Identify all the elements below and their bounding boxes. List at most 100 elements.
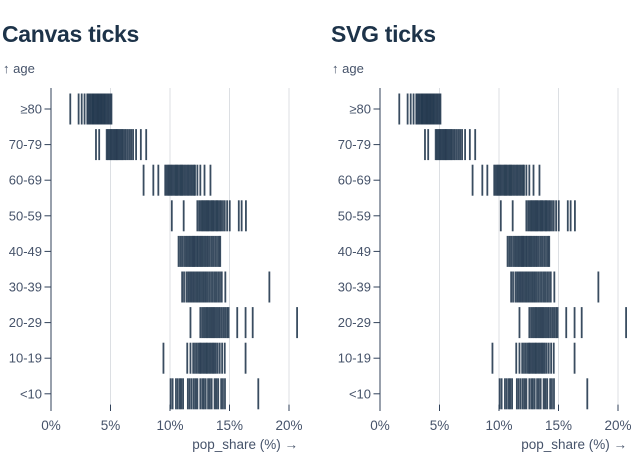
tick-mark (532, 342, 535, 374)
tick-mark (504, 164, 506, 196)
tick-row (169, 378, 260, 410)
tick-mark (108, 129, 111, 161)
tick-mark (112, 129, 115, 161)
tick-mark (98, 129, 101, 161)
tick-mark (421, 93, 424, 125)
tick-mark (519, 271, 522, 303)
tick-mark (459, 129, 462, 161)
tick-mark (109, 129, 112, 161)
tick-mark (183, 271, 185, 303)
tick-mark (221, 342, 224, 374)
tick-mark (197, 271, 200, 303)
tick-mark (122, 129, 124, 161)
tick-mark (551, 378, 553, 410)
tick-mark (125, 129, 127, 161)
tick-mark (536, 342, 539, 374)
tick-mark (213, 307, 215, 339)
tick-mark (510, 235, 513, 267)
tick-mark (207, 200, 209, 232)
tick-mark (432, 93, 435, 125)
tick-mark (208, 271, 211, 303)
tick-mark (218, 200, 221, 232)
tick-mark (170, 200, 173, 232)
tick-mark (526, 271, 529, 303)
tick-mark (537, 378, 540, 410)
tick-mark (536, 235, 538, 267)
tick-mark (236, 307, 239, 339)
tick-mark (534, 307, 537, 339)
tick-mark (522, 235, 524, 267)
tick-mark (549, 378, 552, 410)
x-tick-label: 0% (370, 418, 390, 433)
tick-mark (142, 164, 145, 196)
tick-mark (200, 342, 203, 374)
tick-mark (204, 235, 206, 267)
tick-mark (210, 200, 213, 232)
tick-mark (518, 342, 521, 374)
y-tick-label: ≥80 (349, 102, 371, 117)
tick-mark (110, 93, 113, 125)
tick-mark (212, 235, 215, 267)
tick-mark (296, 307, 298, 339)
tick-mark (446, 129, 449, 161)
y-tick-label: ≥80 (20, 102, 42, 117)
tick-mark (434, 93, 437, 125)
tick-mark (204, 342, 207, 374)
tick-mark (191, 271, 194, 303)
tick-mark (499, 200, 502, 232)
tick-mark (177, 235, 180, 267)
tick-mark (196, 271, 199, 303)
tick-mark (118, 129, 121, 161)
tick-mark (542, 342, 545, 374)
tick-mark (176, 164, 179, 196)
tick-mark (237, 200, 240, 232)
tick-mark (199, 164, 202, 196)
tick-mark (185, 271, 188, 303)
tick-mark (167, 164, 170, 196)
tick-mark (224, 307, 227, 339)
tick-mark (424, 129, 426, 161)
tick-mark (251, 307, 254, 339)
tick-mark (135, 129, 137, 161)
x-tick-label: 15% (545, 418, 572, 433)
tick-mark (419, 93, 422, 125)
tick-mark (445, 129, 447, 161)
tick-mark (97, 93, 100, 125)
tick-mark (213, 378, 216, 410)
tick-row (181, 271, 271, 303)
tick-mark (532, 378, 534, 410)
tick-mark (212, 200, 214, 232)
tick-mark (217, 200, 220, 232)
tick-mark (523, 378, 526, 410)
tick-mark (422, 93, 425, 125)
tick-mark (524, 235, 527, 267)
y-tick-label: 20-29 (338, 315, 371, 330)
y-tick-label: 10-19 (338, 351, 371, 366)
tick-mark (519, 378, 522, 410)
tick-mark (454, 129, 456, 161)
tick-mark (545, 307, 547, 339)
tick-mark (504, 378, 506, 410)
tick-mark (170, 164, 173, 196)
tick-mark (536, 307, 539, 339)
tick-mark (194, 164, 196, 196)
tick-mark (523, 164, 525, 196)
y-tick-label: 40-49 (9, 244, 42, 259)
tick-mark (186, 235, 189, 267)
tick-mark (80, 93, 83, 125)
tick-mark (208, 378, 211, 410)
tick-mark (573, 342, 576, 374)
y-tick-label: <10 (20, 386, 42, 401)
tick-mark (213, 200, 216, 232)
tick-mark (437, 129, 440, 161)
tick-mark (542, 271, 545, 303)
tick-mark (168, 164, 171, 196)
tick-mark (216, 307, 218, 339)
tick-mark (424, 93, 427, 125)
tick-mark (506, 235, 509, 267)
tick-row (491, 342, 576, 374)
tick-mark (549, 307, 552, 339)
tick-mark (531, 235, 534, 267)
tick-mark (208, 235, 211, 267)
tick-mark (540, 271, 543, 303)
